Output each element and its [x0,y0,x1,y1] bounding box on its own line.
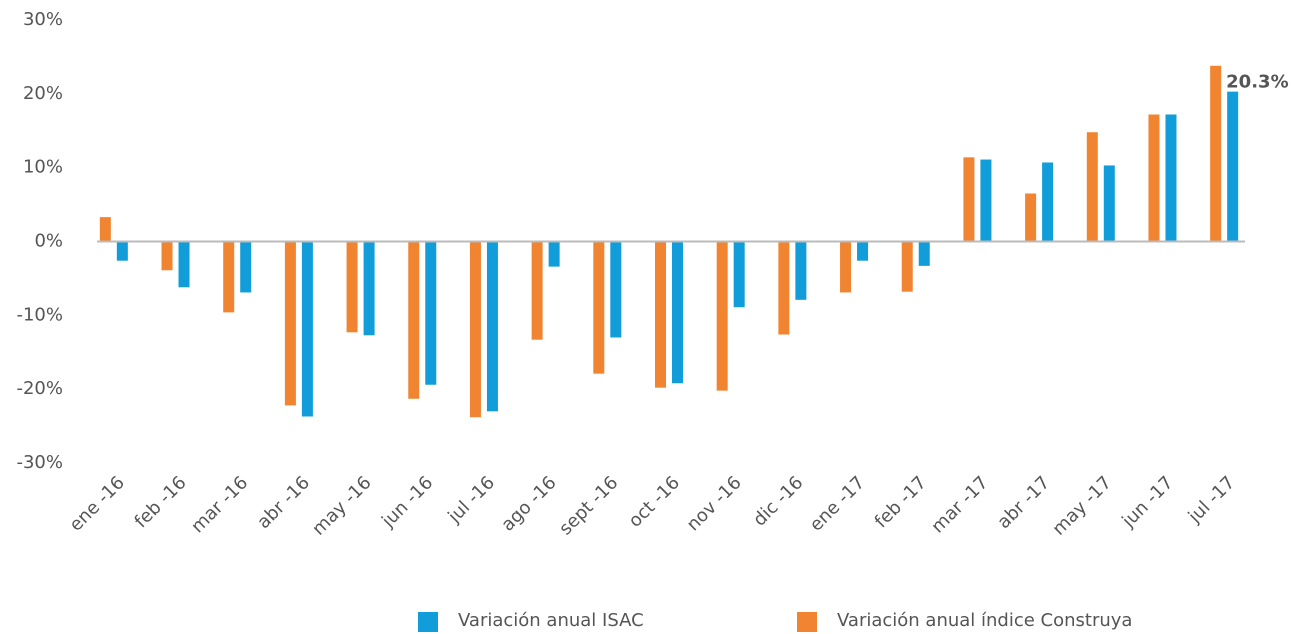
bar [1025,193,1037,242]
x-tick-label: jun -16 [377,472,437,532]
bar [593,241,605,374]
bar [531,241,543,340]
legend-swatch [797,612,817,632]
bar [1210,65,1222,242]
bar [346,241,358,333]
bar [980,159,992,242]
bar [778,241,790,335]
bar [840,241,852,293]
bar [99,217,111,242]
bar [901,241,913,292]
bar [857,241,869,261]
bar [223,241,235,313]
x-tick-label: jul -17 [1184,472,1240,528]
x-tick-label: feb -17 [871,472,931,532]
bar [672,241,683,384]
bar [716,241,728,391]
x-tick-label: may -17 [1048,472,1115,539]
bar [1103,165,1115,242]
bar [116,241,128,261]
bar [1042,162,1054,242]
legend-swatch [418,612,438,632]
x-tick-label: feb -16 [131,472,191,532]
y-tick-label: -20% [16,378,63,399]
x-tick-label: abr -17 [993,472,1054,533]
x-tick-label: may -16 [308,472,375,539]
y-tick-label: 0% [34,231,63,252]
bar [363,241,375,336]
bar [1227,91,1239,242]
x-tick-label: mar -17 [927,472,992,537]
bar [655,241,666,388]
x-tick-label: abr -16 [253,472,314,533]
y-tick-label: 20% [23,83,63,104]
bar [548,241,560,267]
bar [301,241,313,417]
x-tick-label: ago -16 [497,472,560,535]
bar [486,241,498,412]
bar [795,241,807,300]
bar [425,241,437,385]
x-tick-label: dic -16 [749,472,807,530]
bar [963,157,975,242]
x-tick-label: oct -16 [625,472,684,531]
bar [469,241,481,418]
y-tick-label: -10% [16,304,63,325]
x-tick-label: ene -17 [806,472,869,535]
bar [161,241,173,271]
x-tick-label: mar -16 [187,472,252,537]
x-tick-label: ene -16 [65,472,128,535]
bar [918,241,930,266]
x-tick-label: nov -16 [683,472,746,535]
bar [733,241,745,308]
x-tick-label: jun -17 [1117,472,1177,532]
x-tick-label: jul -16 [443,472,499,528]
legend-label: Variación anual índice Construya [837,610,1132,631]
bar [240,241,252,293]
bar [610,241,622,338]
x-tick-label: sept -16 [555,472,622,539]
bar [1086,132,1098,242]
bar [1165,114,1177,242]
y-tick-label: 10% [23,157,63,178]
bar [284,241,296,406]
y-tick-label: 30% [23,9,63,30]
data-label: 20.3% [1226,72,1288,93]
bar [408,241,420,399]
bar [1148,114,1160,242]
legend-label: Variación anual ISAC [458,610,644,631]
bar [178,241,190,288]
y-tick-label: -30% [16,452,63,473]
